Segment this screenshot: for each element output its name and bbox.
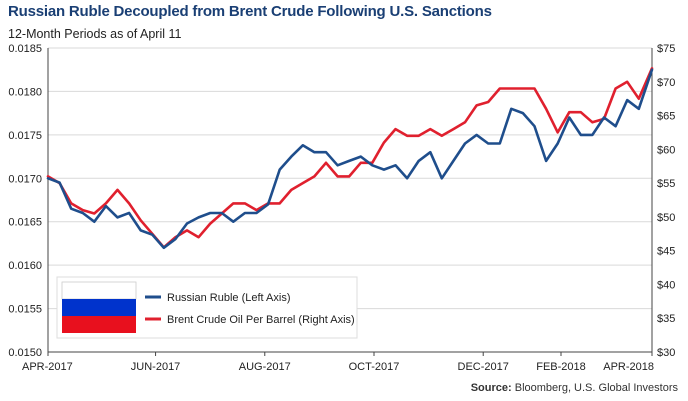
x-tick-label: FEB-2018	[536, 361, 586, 373]
legend-ruble-label: Russian Ruble (Left Axis)	[167, 292, 291, 304]
source-text: Bloomberg, U.S. Global Investors	[514, 382, 678, 394]
russian-flag-icon	[61, 281, 137, 333]
brent-series-line	[46, 67, 654, 249]
source-label: Source:	[470, 382, 512, 394]
chart-subtitle: 12-Month Periods as of April 11	[8, 27, 182, 41]
series-lines	[46, 67, 654, 250]
left-tick-label: 0.0155	[8, 304, 42, 316]
left-tick-label: 0.0185	[8, 43, 42, 55]
right-tick-label: $60	[657, 144, 675, 156]
chart-title: Russian Ruble Decoupled from Brent Crude…	[8, 3, 492, 20]
right-tick-label: $45	[657, 246, 675, 258]
right-tick-label: $35	[657, 313, 675, 325]
plot-frame	[47, 48, 653, 353]
x-axis-ticks: APR-2017 JUN-2017 AUG-2017 OCT-2017 DEC-2017…	[22, 352, 654, 373]
source-note: Source: Bloomberg, U.S. Global Investors	[471, 382, 678, 394]
right-axis-ticks: $30 $35 $40 $45 $50 $55 $60 $65 $70 $75	[657, 43, 675, 359]
right-tick-label: $65	[657, 111, 675, 123]
right-tick-label: $75	[657, 43, 675, 55]
x-tick-label: APR-2018	[603, 361, 654, 373]
right-tick-label: $40	[657, 279, 675, 291]
legend: Russian Ruble (Left Axis) Brent Crude Oi…	[56, 276, 358, 339]
x-tick-label: AUG-2017	[239, 361, 291, 373]
legend-brent-label: Brent Crude Oil Per Barrel (Right Axis)	[167, 314, 355, 326]
right-tick-label: $70	[657, 77, 675, 89]
right-tick-label: $55	[657, 178, 675, 190]
right-tick-label: $30	[657, 347, 675, 359]
left-tick-label: 0.0170	[8, 173, 42, 185]
left-axis-ticks: 0.0150 0.0155 0.0160 0.0165 0.0170 0.0175 0.01…	[8, 43, 42, 359]
x-tick-label: OCT-2017	[349, 361, 400, 373]
ruble-series-line	[46, 68, 654, 250]
x-tick-label: JUN-2017	[131, 361, 181, 373]
x-tick-label: DEC-2017	[458, 361, 509, 373]
left-tick-label: 0.0165	[8, 217, 42, 229]
x-tick-label: APR-2017	[22, 361, 73, 373]
left-tick-label: 0.0180	[8, 86, 42, 98]
left-tick-label: 0.0175	[8, 130, 42, 142]
left-tick-label: 0.0160	[8, 260, 42, 272]
right-tick-label: $50	[657, 212, 675, 224]
left-tick-label: 0.0150	[8, 347, 42, 359]
